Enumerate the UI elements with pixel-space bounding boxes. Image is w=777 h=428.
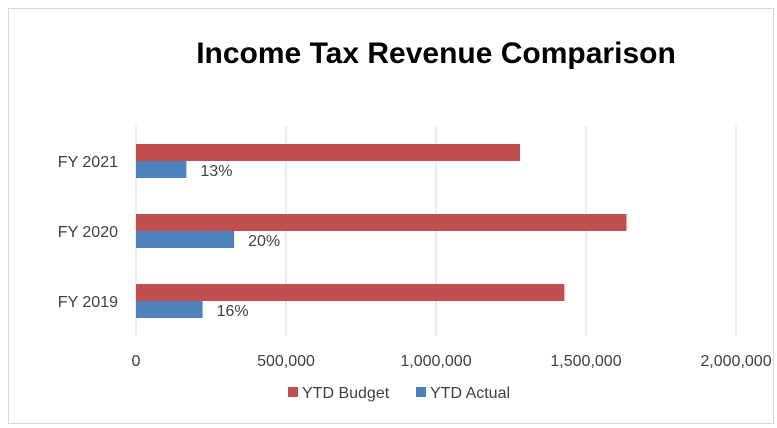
actual-bar (136, 231, 235, 248)
x-tick-label: 2,000,000 (700, 353, 771, 370)
data-label: 20% (248, 233, 280, 250)
budget-bar (136, 214, 627, 231)
data-label: 13% (200, 163, 232, 180)
x-tick-label: 0 (132, 353, 141, 370)
legend-swatch-budget (288, 387, 298, 397)
labels-layer: 0 500,000 1,000,000 1,500,000 2,000,000 FY 20… (58, 154, 772, 370)
chart-title: Income Tax Revenue Comparison (196, 37, 676, 70)
budget-bar (136, 144, 520, 161)
category-label: FY 2021 (58, 154, 118, 171)
legend-label-actual: YTD Actual (430, 385, 510, 402)
x-tick-label: 1,500,000 (550, 353, 621, 370)
legend: YTD Budget YTD Actual (288, 385, 510, 402)
category-label: FY 2019 (58, 294, 118, 311)
category-label: FY 2020 (58, 224, 118, 241)
bars-layer (136, 144, 627, 318)
actual-bar (136, 301, 203, 318)
x-tick-label: 1,000,000 (400, 353, 471, 370)
budget-bar (136, 284, 565, 301)
data-label: 16% (217, 303, 249, 320)
legend-swatch-actual (416, 387, 426, 397)
actual-bar (136, 161, 187, 178)
legend-label-budget: YTD Budget (302, 385, 390, 402)
x-tick-label: 500,000 (257, 353, 315, 370)
